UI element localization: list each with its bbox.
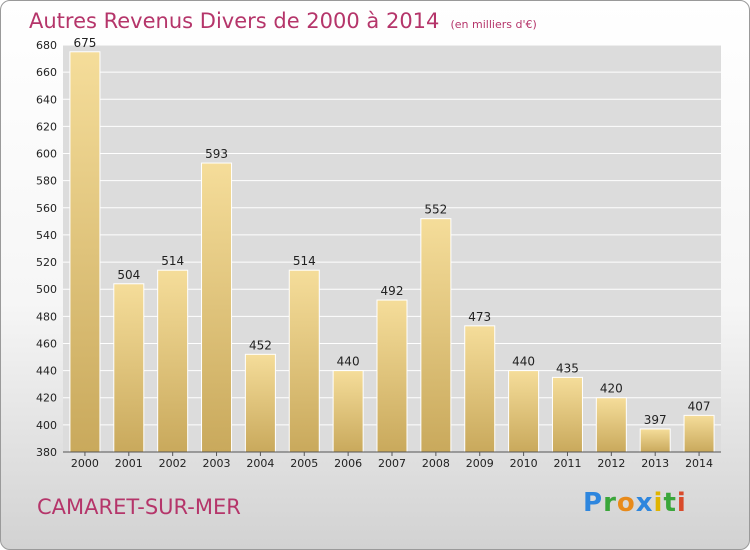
- y-tick-label: 620: [36, 120, 57, 133]
- bar-value-label: 492: [381, 284, 404, 298]
- y-tick-label: 540: [36, 229, 57, 242]
- logo-letter: x: [635, 488, 654, 518]
- bar-value-label: 514: [293, 254, 316, 268]
- bar-value-label: 504: [117, 268, 140, 282]
- chart-title: Autres Revenus Divers de 2000 à 2014 (en…: [29, 9, 537, 33]
- x-tick-label: 2008: [422, 457, 450, 470]
- bar: [595, 397, 627, 453]
- bar-value-label: 552: [424, 203, 447, 217]
- y-tick-label: 660: [36, 66, 57, 79]
- y-tick-label: 600: [36, 148, 57, 161]
- bar-value-label: 440: [337, 355, 360, 369]
- x-tick-label: 2005: [290, 457, 318, 470]
- y-tick-label: 520: [36, 256, 57, 269]
- logo-letter: o: [616, 488, 636, 518]
- bar: [376, 299, 408, 453]
- city-name: CAMARET-SUR-MER: [37, 495, 241, 519]
- logo-letter: i: [653, 488, 664, 518]
- logo-letter: r: [603, 488, 617, 518]
- bar: [157, 269, 189, 453]
- logo-letter: i: [676, 488, 687, 518]
- y-tick-label: 640: [36, 93, 57, 106]
- y-tick-label: 680: [36, 39, 57, 52]
- bar-value-label: 420: [600, 382, 623, 396]
- y-tick-label: 500: [36, 283, 57, 296]
- chart-title-main: Autres Revenus Divers de 2000 à 2014: [29, 9, 440, 33]
- bar-value-label: 435: [556, 361, 579, 375]
- x-tick-label: 2013: [641, 457, 669, 470]
- bar-value-label: 514: [161, 254, 184, 268]
- y-tick-label: 480: [36, 310, 57, 323]
- bar: [201, 162, 233, 453]
- y-tick-label: 560: [36, 202, 57, 215]
- bar-value-label: 593: [205, 147, 228, 161]
- bar-value-label: 452: [249, 338, 272, 352]
- x-tick-label: 2000: [71, 457, 99, 470]
- bar: [683, 414, 715, 453]
- bar-value-label: 397: [644, 413, 667, 427]
- x-tick-label: 2002: [159, 457, 187, 470]
- x-tick-label: 2007: [378, 457, 406, 470]
- bar: [244, 353, 276, 453]
- bar: [420, 218, 452, 453]
- x-tick-label: 2012: [597, 457, 625, 470]
- bar: [332, 370, 364, 453]
- bar-value-label: 473: [468, 310, 491, 324]
- x-tick-label: 2009: [466, 457, 494, 470]
- bar-value-label: 407: [688, 399, 711, 413]
- chart-title-unit: (en milliers d'€): [450, 18, 537, 31]
- bar-value-label: 675: [73, 36, 96, 50]
- x-tick-label: 2006: [334, 457, 362, 470]
- logo-letter: t: [663, 488, 677, 518]
- bar-value-label: 440: [512, 355, 535, 369]
- bars: 675 504 514 593 452 514 440 492 552 473 440 435 420 3…: [69, 36, 715, 453]
- x-axis: 2000 2001 2002 2003 2004 2005 2006 2007 2008 2009…: [63, 451, 721, 470]
- bar: [639, 428, 671, 453]
- bar: [69, 51, 101, 453]
- y-tick-label: 400: [36, 419, 57, 432]
- x-tick-label: 2011: [553, 457, 581, 470]
- proxiti-logo: Proxiti: [583, 488, 687, 518]
- y-tick-label: 420: [36, 392, 57, 405]
- y-tick-label: 580: [36, 175, 57, 188]
- logo-letter: P: [583, 488, 604, 518]
- y-tick-label: 380: [36, 446, 57, 459]
- y-tick-label: 460: [36, 337, 57, 350]
- bar: [288, 269, 320, 453]
- x-tick-label: 2004: [246, 457, 274, 470]
- y-axis: 380 400 420 440 460 480 500 520 540 560 580 600 620 6…: [36, 39, 57, 459]
- x-tick-label: 2001: [115, 457, 143, 470]
- bar: [551, 376, 583, 453]
- x-tick-label: 2003: [203, 457, 231, 470]
- bar: [113, 283, 145, 453]
- x-tick-label: 2014: [685, 457, 713, 470]
- bar: [508, 370, 540, 453]
- x-tick-label: 2010: [510, 457, 538, 470]
- y-tick-label: 440: [36, 365, 57, 378]
- bar: [464, 325, 496, 453]
